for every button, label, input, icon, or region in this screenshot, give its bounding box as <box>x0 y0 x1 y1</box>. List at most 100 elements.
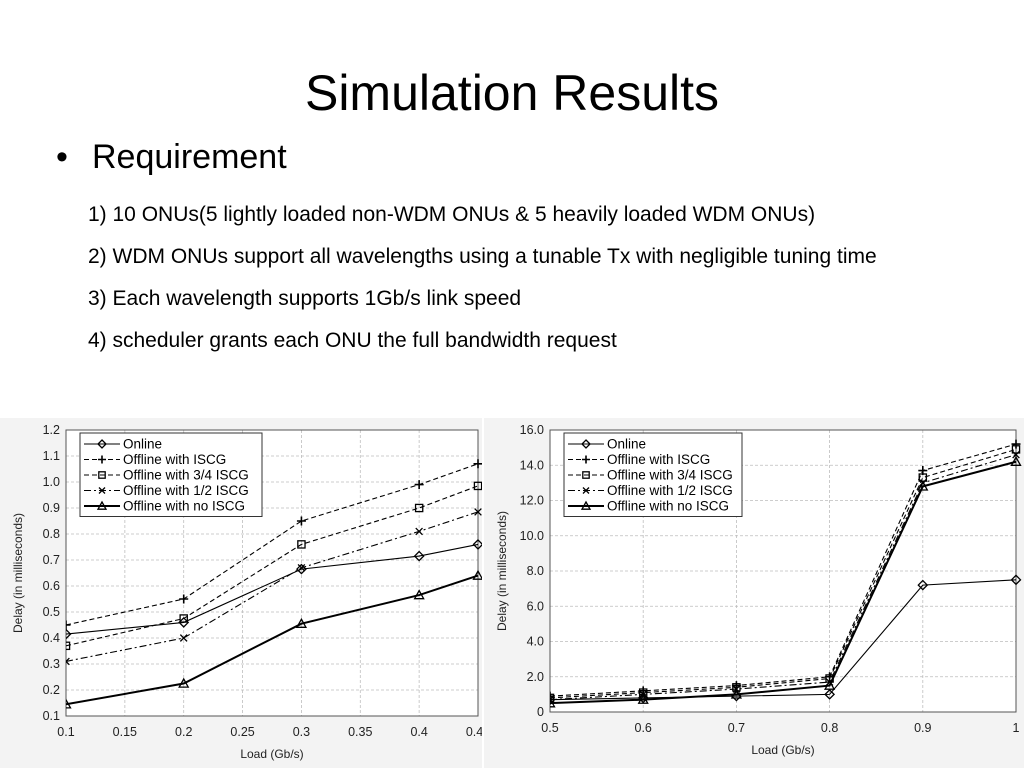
data-point-triangle <box>1010 455 1022 466</box>
data-point-square <box>179 614 188 623</box>
requirement-item: 1) 10 ONUs(5 lightly loaded non-WDM ONUs… <box>88 203 816 226</box>
y-tick-label: 10.0 <box>520 529 544 543</box>
x-tick-label: 0.7 <box>728 721 745 735</box>
y-tick-label: 8.0 <box>527 564 544 578</box>
plot-frame <box>549 429 1017 713</box>
data-point-triangle <box>96 500 108 510</box>
data-point-plus <box>296 516 306 526</box>
bullet-label: Requirement <box>92 138 287 176</box>
delay-chart-low-load: 0.1 0.2 0.3 0.4 0.5 0.6 0.7 0.8 0.9 1.0 1.1 1.2 0.1 0… <box>11 423 490 761</box>
series-line <box>66 463 479 626</box>
data-point-square <box>414 503 424 513</box>
data-point-diamond <box>824 688 836 700</box>
legend-label: Offline with no ISCG <box>123 499 245 514</box>
data-point-square <box>1011 445 1021 454</box>
data-point-triangle <box>917 480 929 491</box>
data-point-triangle <box>730 688 743 699</box>
series-line <box>66 574 479 706</box>
x-tick-label: 0.2 <box>175 725 192 739</box>
data-point-plus <box>179 594 189 604</box>
x-tick-label: 0.45 <box>466 725 482 739</box>
series-line <box>550 579 1017 701</box>
bullet-dot-icon: • <box>56 138 68 176</box>
y-tick-label: 2.0 <box>527 670 544 684</box>
data-point-x <box>415 527 423 536</box>
data-point-diamond <box>66 628 72 640</box>
y-tick-label: 0.2 <box>43 683 60 697</box>
x-axis-label: Load (Gb/s) <box>240 747 303 761</box>
data-point-plus <box>414 480 424 490</box>
chart-right-panel: 0 2.0 4.0 6.0 8.0 10.0 12.0 14.0 16.0 0.5 0.6 0.7 0.… <box>484 418 1024 768</box>
series-line <box>66 485 479 647</box>
x-axis-label: Load (Gb/s) <box>751 743 814 757</box>
x-tick-label: 1 <box>1013 721 1020 735</box>
y-tick-label: 0.3 <box>43 657 60 671</box>
x-tick-label: 0.15 <box>113 725 137 739</box>
data-point-diamond <box>1010 574 1022 586</box>
data-point-plus <box>473 459 483 469</box>
data-point-triangle <box>637 693 649 704</box>
data-point-square <box>582 471 590 479</box>
x-tick-label: 0.9 <box>914 721 931 735</box>
series-line <box>66 543 479 635</box>
data-point-square <box>66 641 71 651</box>
x-tick-label: 0.3 <box>293 725 310 739</box>
y-tick-label: 0.1 <box>43 709 60 723</box>
bullet-requirement: • Requirement <box>56 138 287 177</box>
series-group <box>550 439 1022 708</box>
legend-label: Offline with no ISCG <box>607 499 729 514</box>
slide-title: Simulation Results <box>304 65 720 121</box>
legend-label: Offline with 1/2 ISCG <box>123 483 249 498</box>
data-point-diamond <box>413 550 425 562</box>
delay-chart-high-load: 0 2.0 4.0 6.0 8.0 10.0 12.0 14.0 16.0 0.5 0.6 0.7 0.… <box>495 423 1022 757</box>
requirement-item: 3) Each wavelength supports 1Gb/s link s… <box>88 287 522 310</box>
data-point-plus <box>582 455 590 464</box>
requirement-item: 2) WDM ONUs support all wavelengths usin… <box>88 245 877 268</box>
x-tick-label: 0.1 <box>57 725 74 739</box>
y-tick-label: 0.7 <box>43 553 60 567</box>
series-group <box>66 459 484 709</box>
plot-frame <box>65 429 479 717</box>
x-tick-label: 0.25 <box>230 725 254 739</box>
data-point-triangle <box>413 589 425 600</box>
series-line <box>550 443 1017 697</box>
x-tick-label: 0.35 <box>348 725 372 739</box>
x-tick-label: 0.4 <box>410 725 427 739</box>
data-point-diamond <box>97 439 107 449</box>
y-tick-label: 1.1 <box>43 449 60 463</box>
data-point-x <box>1012 450 1020 459</box>
y-tick-label: 1.2 <box>43 423 60 437</box>
data-point-triangle <box>66 698 72 709</box>
legend-label: Offline with 3/4 ISCG <box>607 468 733 483</box>
y-axis-label: Delay (in milliseconds) <box>11 513 25 633</box>
y-tick-label: 0.8 <box>43 527 60 541</box>
y-tick-label: 6.0 <box>527 599 544 613</box>
legend-label: Offline with 1/2 ISCG <box>607 483 733 498</box>
series-line <box>550 454 1017 701</box>
data-point-triangle <box>823 679 836 690</box>
legend-label: Offline with 3/4 ISCG <box>123 468 249 483</box>
data-point-diamond <box>917 579 929 591</box>
y-tick-label: 0 <box>537 705 544 719</box>
data-point-x <box>98 487 106 494</box>
data-point-triangle <box>295 617 308 628</box>
y-tick-label: 1.0 <box>43 475 60 489</box>
y-tick-label: 0.9 <box>43 501 60 515</box>
data-point-plus <box>98 455 106 464</box>
x-tick-label: 0.6 <box>635 721 652 735</box>
x-tick-label: 0.5 <box>541 721 558 735</box>
x-tick-label: 0.8 <box>821 721 838 735</box>
y-tick-label: 12.0 <box>520 494 544 508</box>
legend-label: Offline with ISCG <box>607 452 710 467</box>
data-point-square <box>550 693 555 703</box>
data-point-triangle <box>580 500 592 510</box>
data-point-x <box>474 508 482 516</box>
data-point-x <box>297 563 306 572</box>
data-point-square <box>473 481 483 491</box>
y-tick-label: 0.5 <box>43 605 60 619</box>
data-point-triangle <box>550 697 556 708</box>
legend-label: Online <box>123 437 162 452</box>
y-tick-label: 16.0 <box>520 423 544 437</box>
